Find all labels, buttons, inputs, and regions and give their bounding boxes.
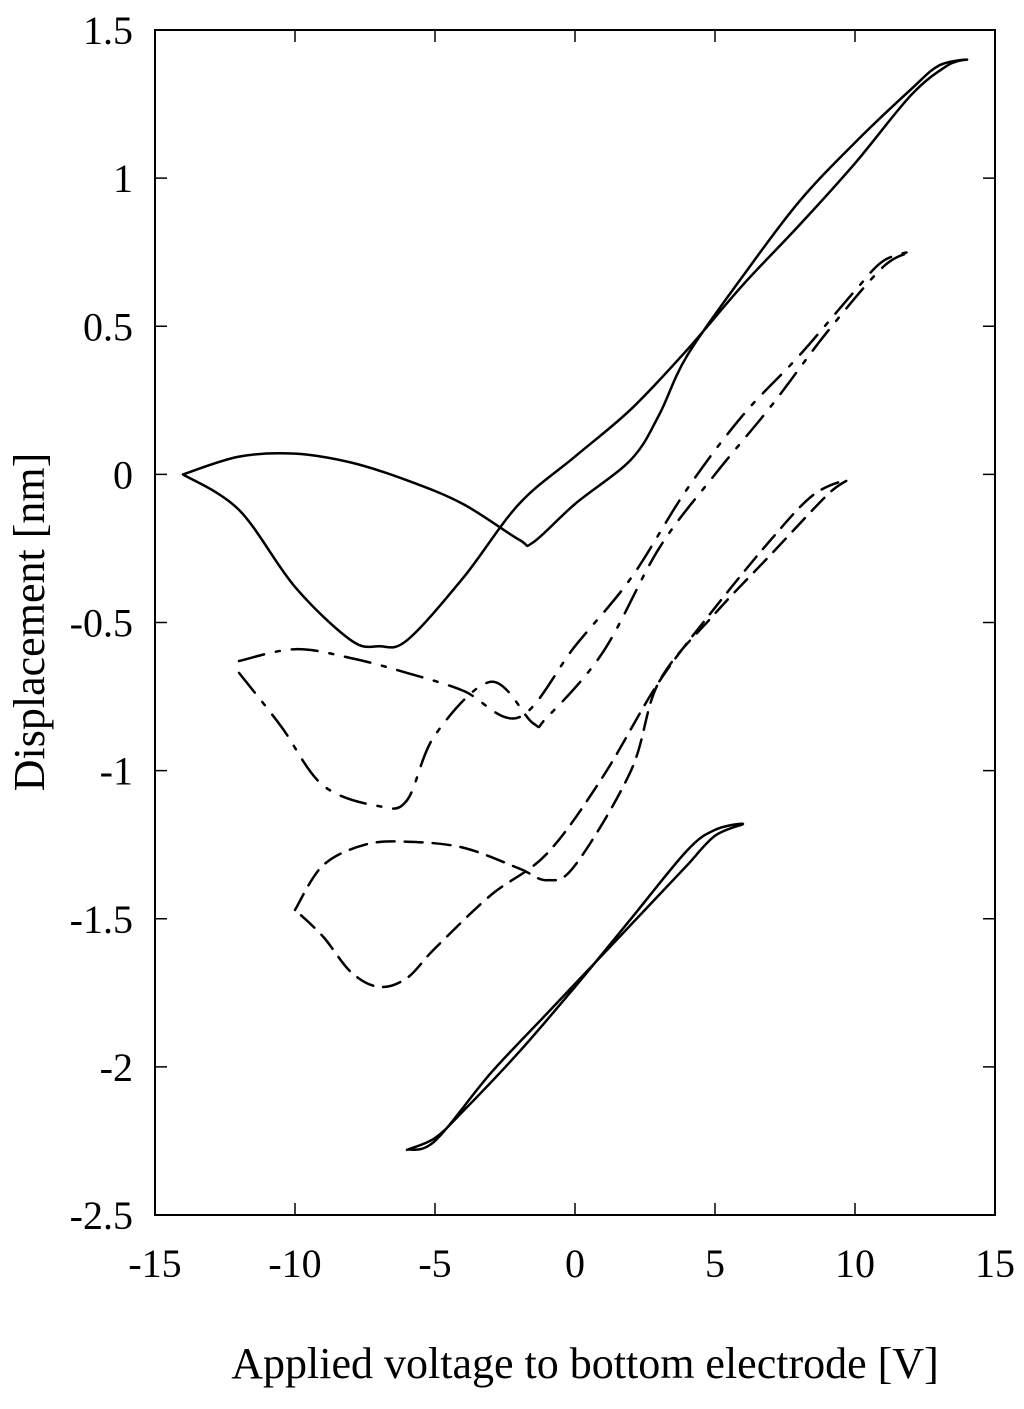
x-tick-label: 10 <box>835 1241 875 1286</box>
series-line-1-solid <box>181 58 969 649</box>
x-tick-label: 0 <box>565 1241 585 1286</box>
y-axis-title: Displacement [nm] <box>5 453 54 791</box>
x-tick-label: 5 <box>705 1241 725 1286</box>
x-axis-title: Applied voltage to bottom electrode [V] <box>231 1339 938 1388</box>
y-tick-label: -1.5 <box>70 897 133 942</box>
y-tick-label: -2 <box>100 1045 133 1090</box>
x-tick-label: 15 <box>975 1241 1015 1286</box>
series-line-3-dashed <box>293 479 849 989</box>
plot-frame <box>154 29 996 1216</box>
series-line-2-dash-dot <box>237 250 913 810</box>
y-tick-label: 0 <box>113 452 133 497</box>
x-tick-labels: -15 -10 -5 0 5 10 15 <box>128 1241 1015 1286</box>
y-tick-label: 0.5 <box>83 304 133 349</box>
y-tick-label: -1 <box>100 749 133 794</box>
data-series <box>181 58 969 1152</box>
y-tick-label: 1 <box>113 156 133 201</box>
axis-ticks <box>154 29 996 1216</box>
x-tick-label: -10 <box>268 1241 321 1286</box>
y-tick-labels: -2.5 -2 -1.5 -1 -0.5 0 0.5 1 1.5 <box>70 8 133 1238</box>
y-tick-label: -0.5 <box>70 601 133 646</box>
y-tick-label: -2.5 <box>70 1193 133 1238</box>
y-tick-label: 1.5 <box>83 8 133 53</box>
x-tick-label: -15 <box>128 1241 181 1286</box>
series-line-4-solid <box>405 822 745 1152</box>
x-tick-label: -5 <box>418 1241 451 1286</box>
